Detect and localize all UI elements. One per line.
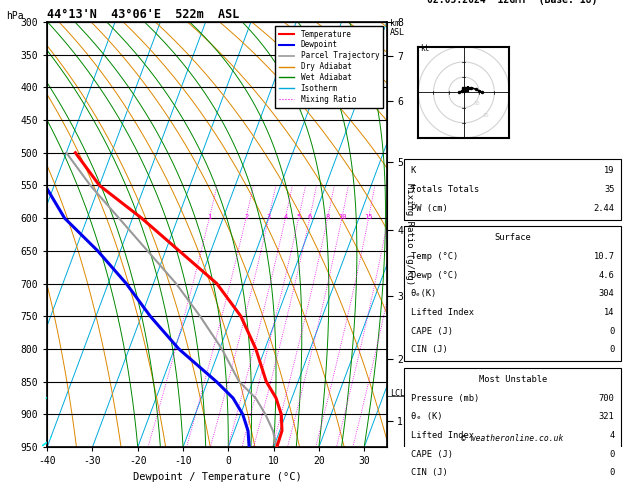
Text: Surface: Surface [494,233,531,242]
Text: 4.6: 4.6 [599,271,615,279]
Text: Pressure (mb): Pressure (mb) [411,394,479,402]
Text: 2.44: 2.44 [594,204,615,213]
X-axis label: Dewpoint / Temperature (°C): Dewpoint / Temperature (°C) [133,472,301,482]
Text: 8: 8 [326,214,330,220]
Text: 0: 0 [610,450,615,459]
Text: 20: 20 [482,113,489,118]
Text: CAPE (J): CAPE (J) [411,450,453,459]
Text: 1: 1 [208,214,211,220]
Text: Temp (°C): Temp (°C) [411,252,458,261]
Text: 0: 0 [610,346,615,354]
Text: 10: 10 [473,101,479,105]
Text: Lifted Index: Lifted Index [411,431,474,440]
Y-axis label: Mixing Ratio (g/kg): Mixing Ratio (g/kg) [405,183,415,286]
Text: kt: kt [420,44,429,53]
Bar [404,159,621,220]
Legend: Temperature, Dewpoint, Parcel Trajectory, Dry Adiabat, Wet Adiabat, Isotherm, Mi: Temperature, Dewpoint, Parcel Trajectory… [276,26,383,108]
Bar [404,226,621,362]
Text: 3: 3 [267,214,271,220]
Text: Lifted Index: Lifted Index [411,308,474,317]
Text: km
ASL: km ASL [390,19,405,37]
Text: 15: 15 [365,214,373,220]
Text: 19: 19 [604,166,615,175]
Text: Most Unstable: Most Unstable [479,375,547,384]
Text: 0: 0 [610,469,615,477]
Text: CIN (J): CIN (J) [411,346,447,354]
Text: 35: 35 [604,185,615,194]
Text: 4: 4 [610,431,615,440]
Text: CAPE (J): CAPE (J) [411,327,453,336]
Text: K: K [411,166,416,175]
Text: © weatheronline.co.uk: © weatheronline.co.uk [462,434,564,443]
Text: 4: 4 [284,214,287,220]
Text: 44°13'N  43°06'E  522m  ASL: 44°13'N 43°06'E 522m ASL [47,8,240,21]
Text: 14: 14 [604,308,615,317]
Text: θₑ (K): θₑ (K) [411,412,442,421]
Text: θₑ(K): θₑ(K) [411,289,437,298]
Text: 10: 10 [338,214,347,220]
Text: PW (cm): PW (cm) [411,204,447,213]
Text: 0: 0 [610,327,615,336]
Text: 700: 700 [599,394,615,402]
Bar [404,368,621,485]
Text: 321: 321 [599,412,615,421]
Text: LCL: LCL [390,389,405,398]
Text: 304: 304 [599,289,615,298]
Text: 02.05.2024  12GMT  (Base: 18): 02.05.2024 12GMT (Base: 18) [428,0,598,5]
Text: 6: 6 [308,214,312,220]
Text: Totals Totals: Totals Totals [411,185,479,194]
Text: 2: 2 [244,214,248,220]
Text: 10.7: 10.7 [594,252,615,261]
Text: 5: 5 [297,214,301,220]
Text: CIN (J): CIN (J) [411,469,447,477]
Text: Dewp (°C): Dewp (°C) [411,271,458,279]
Text: hPa: hPa [6,12,24,21]
